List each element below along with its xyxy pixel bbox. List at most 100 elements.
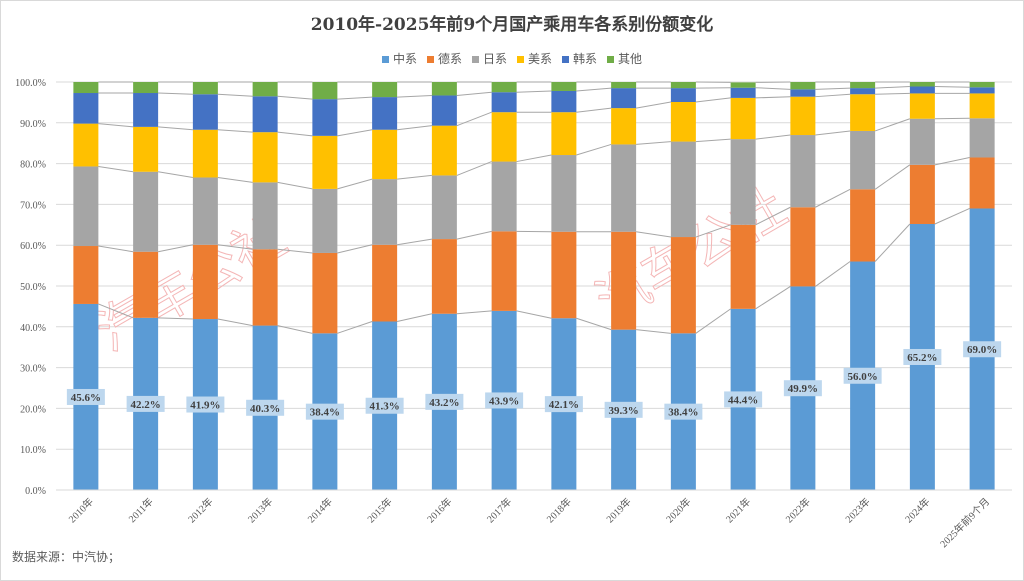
bar-日系 (909, 118, 935, 165)
source-note: 数据来源：中汽协； (12, 550, 121, 564)
bar-德系 (969, 157, 995, 209)
bar-韩系 (431, 95, 457, 126)
data-label: 44.4% (728, 394, 758, 406)
data-label-box (485, 392, 524, 409)
series-line (456, 91, 492, 96)
series-line (755, 96, 791, 99)
series-line (277, 181, 313, 190)
series-line (337, 96, 373, 100)
bar-德系 (491, 231, 517, 311)
bar-美系 (491, 112, 517, 162)
series-line (217, 93, 253, 97)
bar-韩系 (491, 92, 517, 113)
data-label: 40.3% (250, 403, 280, 415)
bar-其他 (312, 82, 338, 100)
data-label: 45.6% (71, 392, 101, 404)
data-label-box (186, 396, 225, 413)
bar-韩系 (969, 87, 995, 94)
y-tick-label: 70.0% (20, 200, 46, 211)
bar-日系 (431, 175, 457, 240)
data-label: 49.9% (788, 383, 818, 395)
bar-日系 (372, 179, 398, 245)
series-line (875, 92, 910, 95)
bar-韩系 (372, 97, 398, 130)
bar-美系 (551, 112, 577, 156)
series-line (397, 94, 432, 98)
data-label-box (126, 395, 165, 412)
bar-日系 (252, 182, 278, 250)
bar-德系 (312, 252, 338, 334)
series-line (98, 245, 134, 253)
series-line (397, 313, 432, 322)
legend-swatch (562, 56, 570, 63)
bar-其他 (790, 82, 816, 90)
series-line (874, 164, 911, 190)
series-line (158, 92, 193, 95)
bar-美系 (790, 96, 816, 136)
legend: 中系 德系 日系 美系 韩系 其他 (0, 50, 1024, 67)
bar-德系 (372, 244, 398, 322)
bar-德系 (790, 207, 816, 287)
legend-swatch (381, 56, 389, 63)
series-line (516, 154, 552, 163)
data-label-box (843, 367, 882, 384)
bar-德系 (611, 231, 637, 330)
series-line (217, 129, 253, 133)
bar-美系 (312, 135, 338, 189)
bar-德系 (252, 249, 278, 326)
data-label: 69.0% (967, 344, 997, 356)
data-label-box (305, 403, 344, 420)
series-line (755, 87, 791, 90)
data-label: 41.9% (190, 400, 220, 412)
series-line (755, 134, 791, 140)
bar-美系 (969, 93, 995, 119)
legend-label: 美系 (528, 52, 553, 66)
series-line (516, 310, 552, 319)
series-line (158, 317, 193, 320)
legend-label: 日系 (482, 52, 507, 66)
bar-日系 (730, 139, 756, 225)
bar-其他 (730, 82, 756, 88)
bar-韩系 (133, 93, 159, 127)
series-line (815, 130, 851, 136)
bar-日系 (551, 155, 577, 232)
bar-其他 (670, 82, 696, 89)
bar-日系 (790, 135, 816, 208)
bar-其他 (372, 82, 398, 98)
x-tick-label: 2022年 (783, 495, 813, 525)
legend-swatch (517, 56, 524, 63)
x-tick-label: 2014年 (305, 495, 335, 525)
bar-其他 (133, 82, 159, 94)
bar-美系 (850, 94, 876, 131)
series-line (158, 244, 193, 253)
legend-item: 德系 (426, 50, 462, 67)
x-tick-label: 2018年 (544, 495, 574, 525)
y-tick-label: 80.0% (20, 160, 46, 171)
bar-其他 (491, 82, 517, 93)
bar-德系 (850, 189, 876, 262)
data-label-box (604, 401, 643, 418)
x-tick-label: 2025年前9个月 (937, 495, 992, 550)
legend-label: 中系 (392, 52, 417, 66)
bar-其他 (909, 82, 935, 87)
data-label: 42.2% (131, 399, 161, 411)
series-line (337, 244, 373, 254)
x-tick-label: 2015年 (364, 495, 394, 525)
series-line (576, 317, 612, 331)
bar-德系 (551, 231, 577, 319)
series-line (815, 188, 851, 208)
legend-swatch (426, 56, 434, 63)
series-line (636, 101, 671, 109)
series-line (397, 174, 432, 180)
series-line (456, 230, 492, 240)
chart-title: 2010年-2025年前9个月国产乘用车各系别份额变化 (310, 15, 714, 35)
series-line (397, 125, 432, 131)
bar-韩系 (850, 88, 876, 95)
bar-其他 (551, 82, 577, 91)
bar-其他 (192, 82, 218, 95)
x-tick-label: 2019年 (603, 495, 633, 525)
bar-美系 (372, 129, 398, 180)
bar-韩系 (551, 90, 577, 113)
data-label: 38.4% (668, 407, 698, 419)
